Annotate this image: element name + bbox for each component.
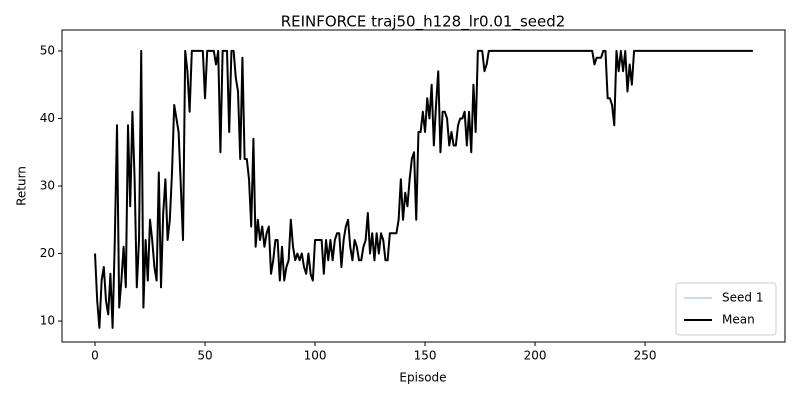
y-tick-label: 10	[40, 314, 55, 328]
plot-frame	[61, 29, 786, 343]
x-tick-label: 0	[91, 349, 99, 363]
line-series	[94, 49, 753, 329]
x-axis-label: Episode	[399, 371, 446, 385]
legend-box	[675, 282, 777, 336]
x-tick-label: 250	[634, 349, 657, 363]
line-series	[94, 50, 753, 329]
chart-title: REINFORCE traj50_h128_lr0.01_seed2	[281, 13, 566, 32]
x-tick-label: 50	[197, 349, 212, 363]
x-tick-label: 100	[304, 349, 327, 363]
legend-label: Seed 1	[722, 291, 763, 305]
y-tick-label: 40	[40, 111, 55, 125]
y-tick-label: 20	[40, 246, 55, 260]
y-tick-label: 30	[40, 179, 55, 193]
y-axis-label: Return	[15, 166, 29, 206]
legend-label: Mean	[722, 313, 755, 327]
y-tick-label: 50	[40, 43, 55, 57]
x-tick-label: 150	[414, 349, 437, 363]
x-tick-label: 200	[524, 349, 547, 363]
